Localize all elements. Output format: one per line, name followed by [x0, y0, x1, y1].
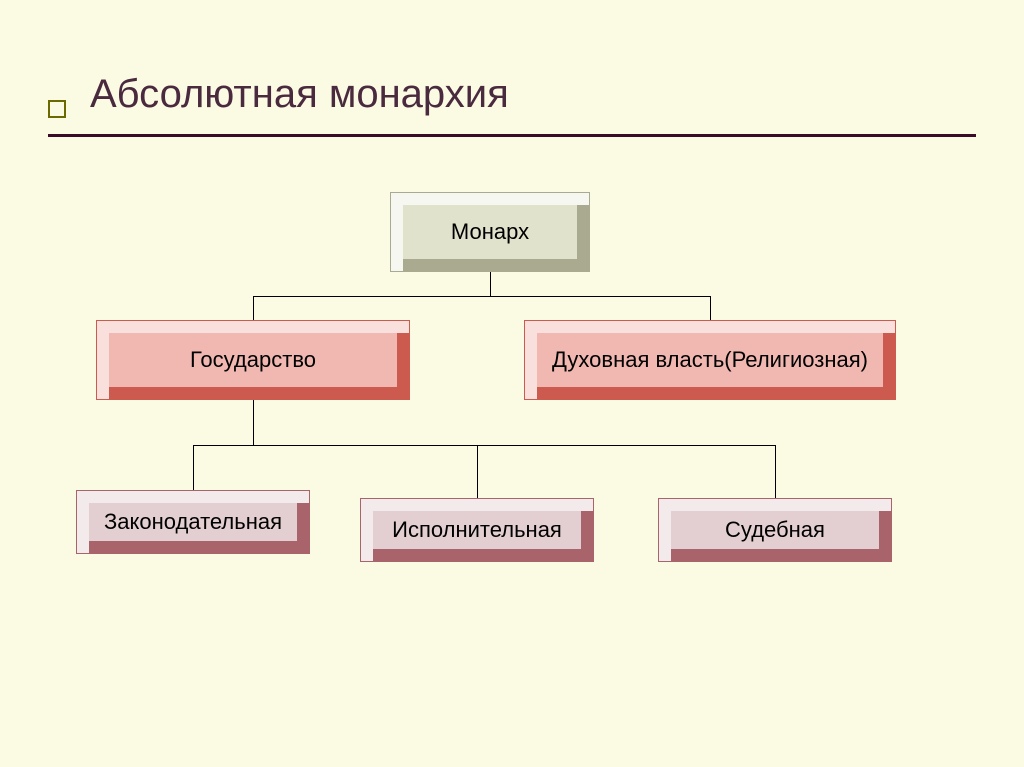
node-legislative: Законодательная	[76, 490, 310, 554]
node-label-monarch: Монарх	[451, 219, 529, 245]
edge-state-judicial	[775, 445, 776, 498]
node-executive: Исполнительная	[360, 498, 594, 562]
node-label-legislative: Законодательная	[104, 509, 282, 535]
node-label-state: Государство	[190, 347, 316, 373]
edge-state-drop	[253, 400, 254, 445]
node-label-spiritual: Духовная власть(Религиозная)	[552, 347, 868, 373]
edge-monarch-spiritual	[710, 296, 711, 320]
title-bullet	[48, 100, 66, 118]
node-judicial: Судебная	[658, 498, 892, 562]
edge-state-executive	[477, 445, 478, 498]
edge-state-legislative	[193, 445, 194, 490]
page-title: Абсолютная монархия	[90, 72, 509, 117]
edge-monarch-state	[253, 296, 254, 320]
node-label-executive: Исполнительная	[392, 517, 562, 543]
slide: Абсолютная монархия Монарх Государство Духо…	[0, 0, 1024, 767]
edge-monarch-drop	[490, 272, 491, 296]
node-spiritual: Духовная власть(Религиозная)	[524, 320, 896, 400]
node-state: Государство	[96, 320, 410, 400]
node-monarch: Монарх	[390, 192, 590, 272]
edge-state-bus	[193, 445, 775, 446]
edge-monarch-bus	[253, 296, 710, 297]
node-label-judicial: Судебная	[725, 517, 825, 543]
title-rule	[48, 134, 976, 137]
